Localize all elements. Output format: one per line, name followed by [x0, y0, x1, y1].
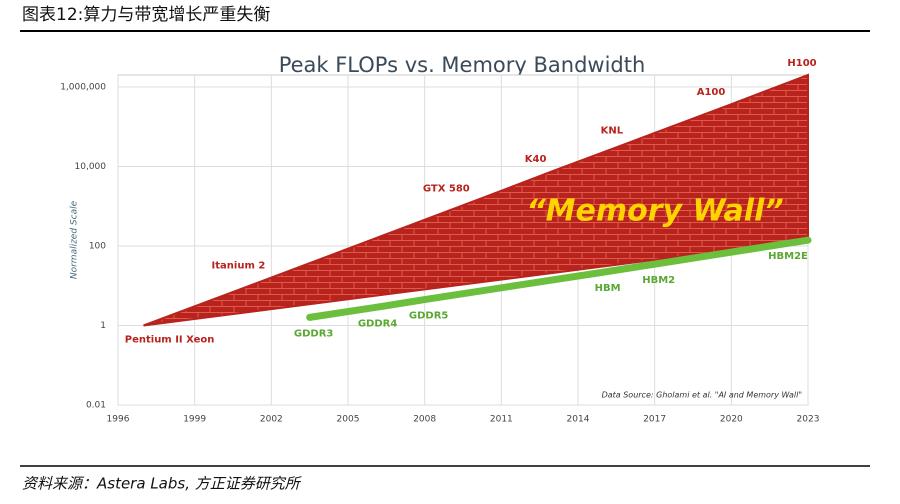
x-tick-label: 2023 [797, 415, 820, 425]
device-label: KNL [601, 126, 624, 137]
chart-title: Peak FLOPs vs. Memory Bandwidth [279, 53, 646, 77]
memory-label: HBM2E [768, 251, 808, 262]
x-tick-label: 1996 [107, 415, 130, 425]
device-label: GTX 580 [423, 183, 470, 194]
memory-label: GDDR4 [358, 319, 398, 330]
device-label: A100 [697, 87, 726, 98]
y-tick-label: 1,000,000 [60, 82, 106, 92]
x-tick-label: 1999 [183, 415, 206, 425]
source-note: Data Source: Gholami et al. "AI and Memo… [602, 391, 802, 400]
device-label: K40 [525, 154, 547, 165]
memory-label: HBM2 [642, 275, 675, 286]
y-axis-label: Normalized Scale [70, 200, 80, 279]
y-tick-label: 100 [89, 241, 106, 251]
x-tick-label: 2008 [413, 415, 436, 425]
y-tick-label: 0.01 [86, 401, 106, 411]
device-label: Itanium 2 [212, 261, 266, 272]
memory-label: GDDR5 [409, 311, 449, 322]
y-tick-label: 10,000 [75, 162, 107, 172]
y-tick-label: 1 [100, 321, 106, 331]
x-tick-label: 2011 [490, 415, 513, 425]
memory-label: GDDR3 [294, 328, 334, 339]
memory-label: HBM [595, 283, 621, 294]
bandwidth-line [306, 236, 812, 321]
footer: 资料来源：Astera Labs, 方正证券研究所 [22, 475, 302, 493]
x-tick-label: 2014 [567, 415, 590, 425]
device-label: H100 [787, 58, 816, 69]
header: 图表12:算力与带宽增长严重失衡 [22, 5, 270, 25]
x-tick-label: 2017 [643, 415, 666, 425]
annotation: “Memory Wall” [526, 194, 783, 229]
x-tick-label: 2005 [337, 415, 360, 425]
x-tick-label: 2020 [720, 415, 743, 425]
x-tick-label: 2002 [260, 415, 283, 425]
flops-area [143, 73, 809, 327]
device-label: Pentium II Xeon [125, 334, 215, 345]
